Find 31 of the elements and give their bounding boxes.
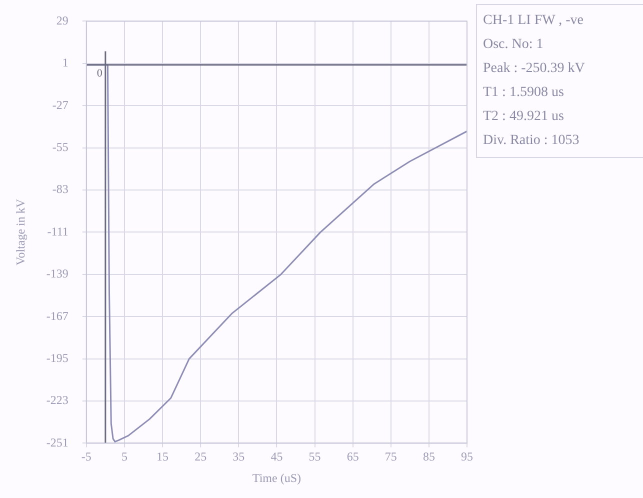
- text: T2 : 49.921 us: [483, 108, 565, 126]
- y-tick-label: -139: [46, 266, 68, 281]
- y-axis-title: Voltage in kV: [13, 198, 28, 266]
- text: CH-1 LI FW , -ve: [483, 12, 584, 30]
- y-tick-label: -195: [46, 350, 68, 365]
- x-tick-label: 85: [422, 450, 435, 464]
- x-tick-label: 25: [194, 450, 207, 464]
- y-tick-label: -111: [47, 224, 68, 238]
- y-tick-label: -55: [52, 140, 68, 154]
- x-axis-title: Time (uS): [252, 470, 301, 485]
- y-tick-label: -223: [46, 393, 68, 408]
- x-tick-label: 45: [270, 450, 283, 464]
- x-tick-label: 35: [232, 450, 245, 464]
- x-tick-label: 5: [121, 450, 128, 464]
- y-tick-label: -83: [52, 182, 68, 196]
- y-tick-label: -27: [52, 98, 68, 112]
- text: Div. Ratio : 1053: [483, 132, 580, 150]
- text: Osc. No: 1: [483, 36, 544, 54]
- y-tick-label: 1: [62, 56, 68, 70]
- y-tick-label: -167: [46, 308, 68, 323]
- x-tick-label: 75: [384, 450, 397, 464]
- ref-line-label: 0: [96, 67, 103, 80]
- x-tick-label: 95: [461, 450, 473, 464]
- y-tick-label: -251: [46, 435, 68, 450]
- x-tick-label: 65: [346, 450, 359, 464]
- x-tick-label: -5: [81, 450, 92, 464]
- y-tick-label: 29: [56, 13, 68, 28]
- text: Peak : -250.39 kV: [483, 60, 586, 78]
- text: T1 : 1.5908 us: [483, 84, 565, 102]
- x-tick-label: 55: [308, 450, 321, 464]
- x-tick-label: 15: [156, 450, 169, 464]
